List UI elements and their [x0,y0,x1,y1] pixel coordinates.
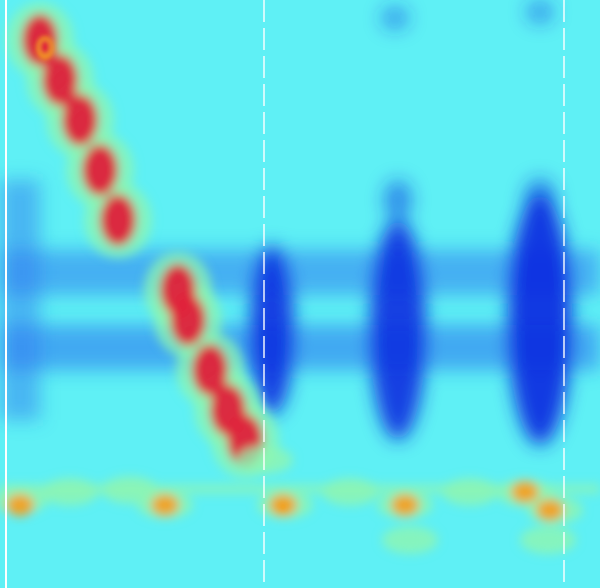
low-core-0 [6,494,34,516]
low-halo-4 [237,446,293,474]
low-core-5 [151,494,179,516]
cool-band-1 [0,325,600,370]
cool-column-3 [384,180,412,220]
cool-column-5 [381,6,409,30]
cool-column-2 [508,195,572,445]
cool-column-4 [524,178,556,222]
low-core-3 [511,481,539,503]
cool-layer [0,0,600,445]
ridge-core-1 [42,54,78,106]
low-core-4 [536,499,564,521]
hot-peak-core [40,40,50,54]
ridge-core-2 [62,94,98,146]
ridge-core-6 [170,294,206,346]
hot-peak-minor [280,504,286,510]
low-band-strip [0,484,600,494]
warm-layer [0,2,600,554]
ridge-core-4 [100,194,136,246]
vertical-markers [5,0,565,588]
cool-column-1 [370,220,426,440]
cool-band-0 [0,250,600,295]
ridge-core-3 [82,144,118,196]
cool-column-6 [526,0,554,24]
low-core-2 [391,494,419,516]
low-halo-12 [520,526,576,554]
ridge-core-7 [192,344,228,396]
cool-column-0 [250,245,294,415]
hot-layer [36,36,286,510]
low-halo-11 [382,526,438,554]
